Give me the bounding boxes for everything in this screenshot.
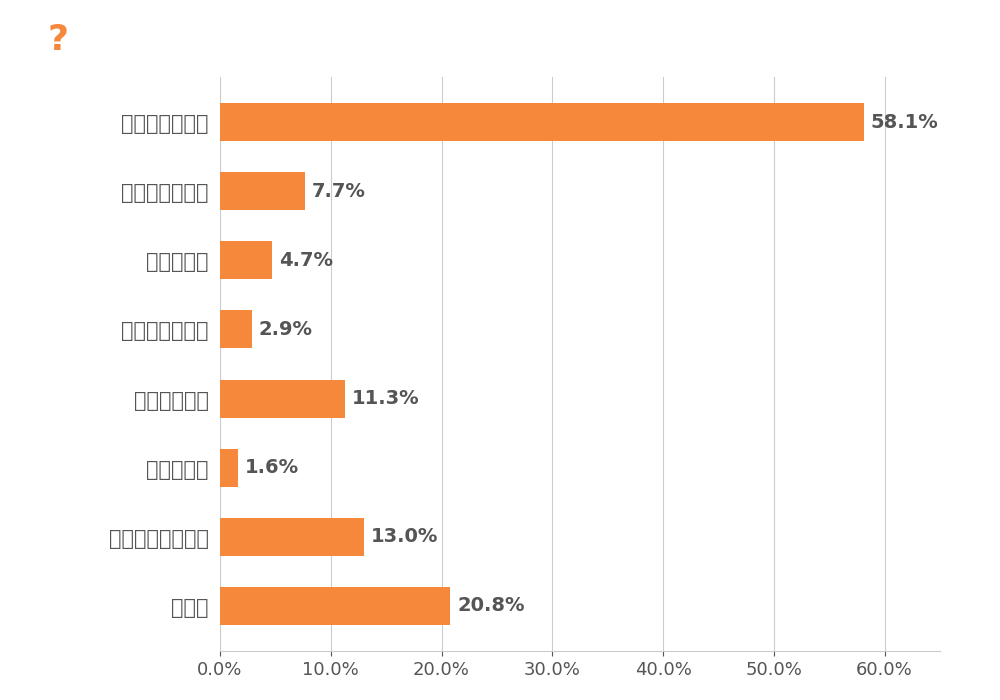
Bar — [220, 310, 252, 349]
Text: 2.9%: 2.9% — [259, 320, 313, 339]
Text: 11.3%: 11.3% — [352, 389, 419, 408]
Text: 太陽光発電の導入時に困ったことは？: 太陽光発電の導入時に困ったことは？ — [120, 26, 430, 55]
Text: 7.7%: 7.7% — [312, 182, 366, 201]
Text: 20.8%: 20.8% — [457, 596, 525, 615]
Text: 4.7%: 4.7% — [279, 251, 333, 270]
Bar — [220, 241, 272, 279]
Text: 1.6%: 1.6% — [244, 458, 298, 477]
Bar — [220, 172, 305, 210]
Text: 13.0%: 13.0% — [371, 527, 438, 546]
Bar — [220, 379, 345, 418]
Bar — [220, 449, 238, 486]
Text: 58.1%: 58.1% — [870, 113, 938, 132]
Text: ?: ? — [48, 23, 68, 57]
Bar — [220, 103, 864, 141]
Bar — [220, 518, 364, 556]
Bar — [220, 587, 450, 625]
Circle shape — [0, 11, 418, 69]
